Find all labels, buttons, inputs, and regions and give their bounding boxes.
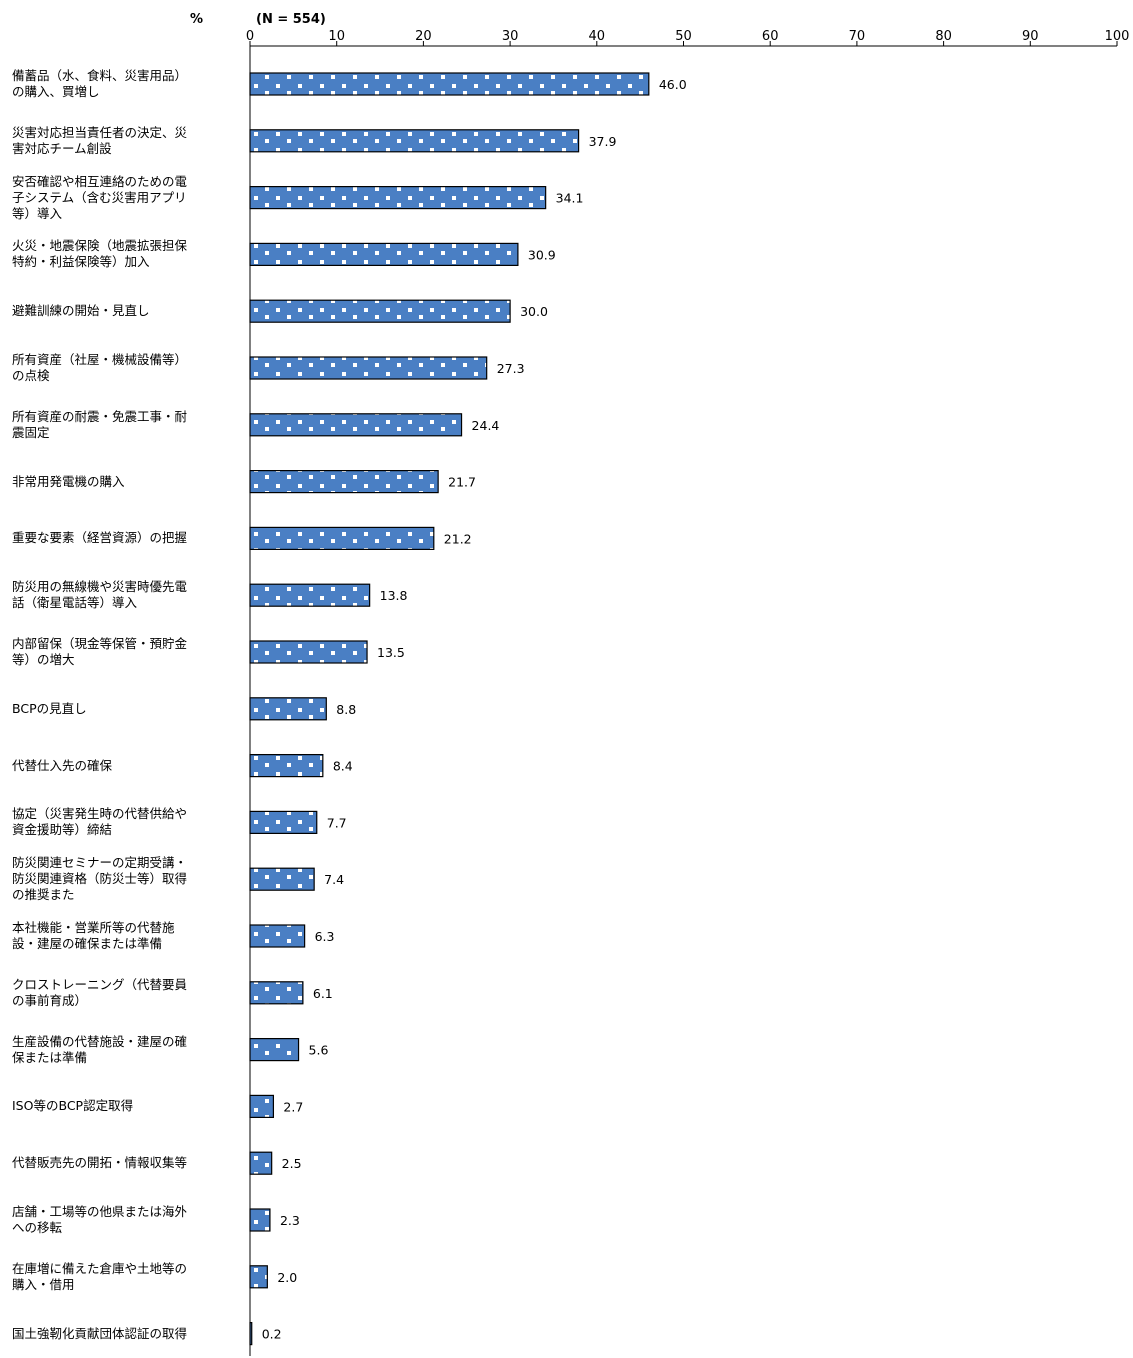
data-label: 8.4 [333,759,353,774]
data-label: 21.2 [444,531,472,546]
bar [249,1151,273,1175]
x-tick-label: 100 [1105,29,1130,44]
unit-label: % [190,12,204,27]
bar [249,753,324,778]
category-label: 避難訓練の開始・見直し [12,303,150,319]
data-label: 8.8 [336,702,356,717]
category-label: 生産設備の代替施設・建屋の確保または準備 [12,1033,188,1065]
category-label: 所有資産（社屋・機械設備等）の点検 [12,352,188,383]
bar [249,1208,271,1232]
sample-size-label: (N = 554) [256,12,326,27]
bar [249,697,327,721]
bar [249,810,318,835]
data-label: 0.2 [262,1327,282,1342]
data-label: 7.4 [324,872,344,887]
x-tick-label: 20 [415,29,432,44]
category-label: 国土強靭化貢献団体認証の取得 [12,1325,188,1341]
bar [249,1321,253,1346]
bar [249,413,463,437]
data-label: 2.5 [282,1156,302,1171]
category-label: 所有資産の耐震・免震工事・耐震固定 [12,408,188,440]
data-label: 2.7 [283,1099,303,1114]
category-label: 防災関連セミナーの定期受講・防災関連資格（防災士等）取得の推奨また [12,855,188,903]
x-tick-label: 70 [849,29,866,44]
data-label: 6.1 [313,986,333,1001]
category-label: 災害対応担当責任者の決定、災害対応チーム創設 [12,124,188,156]
category-label: 代替仕入先の確保 [12,757,113,773]
category-label: 協定（災害発生時の代替供給や資金援助等）締結 [12,806,188,838]
category-label: 非常用発電機の購入 [12,473,125,489]
data-label: 5.6 [309,1043,329,1058]
category-label: 安否確認や相互連絡のための電子システム（含む災害用アプリ等）導入 [12,173,188,221]
bar [249,981,304,1005]
data-label: 34.1 [556,191,584,206]
category-label: 火災・地震保険（地震拡張担保特約・利益保険等）加入 [12,238,188,270]
category-label: 重要な要素（経営資源）の把握 [12,530,188,546]
x-tick-label: 50 [675,29,692,44]
bar [249,1094,275,1119]
data-label: 2.3 [280,1213,300,1228]
data-label: 24.4 [472,418,500,433]
bar [249,924,306,948]
x-tick-label: 60 [762,29,779,44]
category-label: 代替販売先の開拓・情報収集等 [12,1155,188,1171]
bar [249,299,511,323]
data-label: 6.3 [315,929,335,944]
x-tick-label: 90 [1022,29,1039,44]
category-label: クロストレーニング（代替要員の事前育成） [12,976,188,1008]
bar [249,186,547,210]
bar [249,640,368,664]
category-label: 在庫増に備えた倉庫や土地等の購入・借用 [12,1260,188,1292]
data-label: 13.8 [380,588,408,603]
x-tick-label: 80 [935,29,952,44]
category-label: 備蓄品（水、食料、災害用品）の購入、買増し [12,68,188,99]
data-label: 30.9 [528,247,556,262]
bar [249,867,315,891]
bar [249,356,488,380]
category-label: 店舗・工場等の他県または海外への移転 [12,1204,188,1235]
category-label: 内部留保（現金等保管・預貯金等）の増大 [12,636,188,667]
bar [249,583,371,607]
data-label: 30.0 [520,304,548,319]
x-tick-label: 40 [589,29,606,44]
data-label: 2.0 [277,1270,297,1285]
category-label: 本社機能・営業所等の代替施設・建屋の確保または準備 [12,920,175,951]
x-tick-label: 0 [246,29,254,44]
data-label: 7.7 [327,815,347,830]
x-tick-label: 30 [502,29,519,44]
category-label: 防災用の無線機や災害時優先電話（衛星電話等）導入 [12,579,188,611]
data-label: 37.9 [589,134,617,149]
bar [249,72,650,96]
data-label: 21.7 [448,475,476,490]
bar [249,1265,268,1289]
bar [249,242,519,266]
bar [249,1037,300,1062]
bar [249,129,580,153]
data-label: 13.5 [377,645,405,660]
bar [249,470,439,494]
data-label: 46.0 [659,77,687,92]
bar [249,526,435,551]
category-label: BCPの見直し [12,700,87,716]
data-label: 27.3 [497,361,525,376]
x-tick-label: 10 [328,29,345,44]
category-label: ISO等のBCP認定取得 [12,1098,134,1114]
